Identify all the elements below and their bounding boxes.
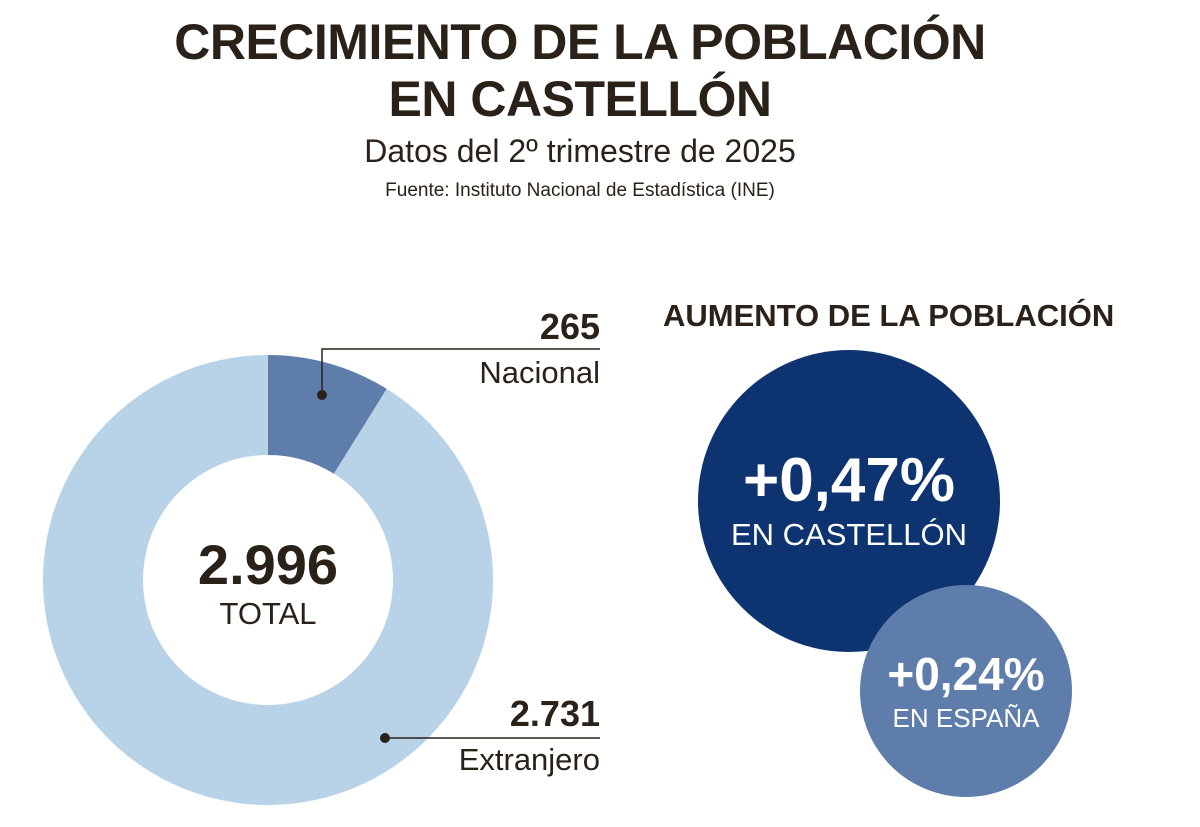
growth-heading: AUMENTO DE LA POBLACIÓN bbox=[663, 298, 1115, 333]
donut-slice-nacional bbox=[268, 355, 387, 474]
nacional-value: 265 bbox=[539, 306, 600, 347]
spain-growth-circle: +0,24% EN ESPAÑA bbox=[860, 585, 1072, 797]
total-value: 2.996 bbox=[197, 533, 339, 596]
castellon-growth-label: EN CASTELLÓN bbox=[730, 517, 967, 552]
leader-dot-nacional bbox=[317, 390, 327, 400]
subtitle: Datos del 2º trimestre de 2025 bbox=[364, 133, 796, 169]
extranjero-value: 2.731 bbox=[509, 693, 600, 734]
spain-growth-label: EN ESPAÑA bbox=[892, 702, 1040, 733]
leader-dot-extranjero bbox=[380, 733, 390, 743]
leader-line-nacional bbox=[321, 348, 600, 395]
title-line-1: CRECIMIENTO DE LA POBLACIÓN bbox=[174, 14, 986, 70]
total-label: TOTAL bbox=[219, 596, 317, 631]
donut-slice-extranjero bbox=[43, 355, 493, 806]
spain-growth-value: +0,24% bbox=[887, 647, 1045, 700]
castellon-growth-value: +0,47% bbox=[742, 446, 955, 515]
extranjero-label: Extranjero bbox=[458, 742, 600, 777]
title-line-2: EN CASTELLÓN bbox=[388, 71, 772, 127]
nacional-label: Nacional bbox=[479, 355, 600, 390]
source: Fuente: Instituto Nacional de Estadístic… bbox=[385, 180, 775, 201]
